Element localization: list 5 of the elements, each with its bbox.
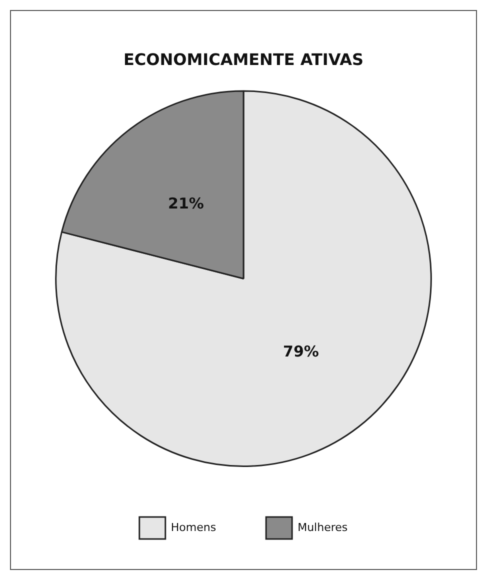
data-label: 21%	[168, 194, 204, 212]
legend-label: Homens	[170, 520, 216, 534]
legend-label: Mulheres	[298, 520, 348, 534]
chart-title: ECONOMICAMENTE ATIVAS	[123, 50, 364, 69]
data-label: 79%	[283, 342, 319, 361]
